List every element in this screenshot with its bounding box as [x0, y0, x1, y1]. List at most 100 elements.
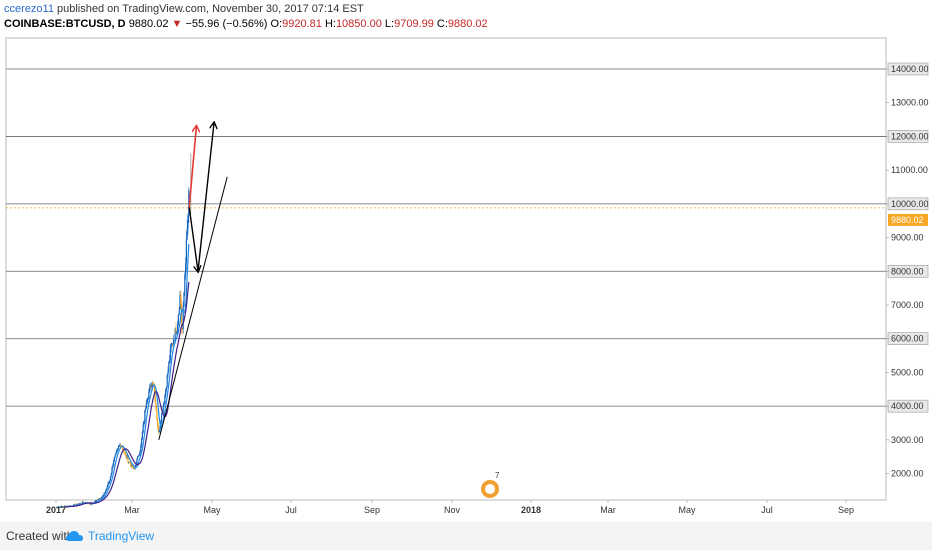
candle	[129, 461, 131, 464]
candle	[128, 461, 130, 464]
black-arrow-1[interactable]	[188, 207, 198, 271]
candle	[161, 412, 163, 424]
candle-body	[169, 359, 171, 363]
candle-body	[58, 507, 60, 508]
candle-body	[117, 448, 119, 451]
candle-body	[110, 473, 112, 478]
candle	[169, 343, 171, 364]
current-price-tag	[888, 213, 928, 226]
symbol-label: COINBASE:BTCUSD, D	[4, 18, 126, 30]
candle-body	[180, 294, 182, 305]
candle-body	[138, 454, 140, 456]
close-label: C:	[436, 18, 448, 30]
candle-body	[106, 486, 108, 489]
candle	[170, 342, 172, 353]
candle-body	[164, 396, 166, 404]
candle-body	[161, 413, 163, 423]
candle	[176, 331, 178, 336]
open-label: O:	[270, 18, 283, 30]
candle-body	[109, 480, 111, 483]
candle-body	[159, 425, 161, 431]
candle-body	[175, 328, 177, 335]
candle	[139, 449, 141, 456]
y-tick-label: 6000.00	[891, 334, 924, 344]
candle	[178, 306, 180, 316]
candle	[137, 455, 139, 457]
candle-body	[169, 347, 171, 360]
candle	[98, 497, 100, 500]
candle	[130, 464, 132, 469]
price-chart[interactable]: 2000.00 3000.00 4000.00 5000.00 6000.00 7000.…	[0, 32, 932, 520]
candle-body	[116, 450, 118, 453]
x-tick-label: Jul	[285, 505, 297, 515]
candle	[175, 322, 177, 335]
candle	[143, 420, 145, 427]
candle	[163, 400, 165, 408]
candle	[149, 384, 151, 393]
candle	[185, 231, 187, 272]
candle	[133, 467, 135, 470]
candle-body	[150, 384, 152, 388]
x-tick-label: Nov	[444, 505, 461, 515]
candle	[145, 399, 147, 409]
candle-body	[133, 468, 135, 469]
author-link[interactable]: ccerezo11	[4, 3, 54, 15]
candle-body	[102, 495, 104, 497]
candle-body	[111, 467, 113, 474]
open-value: 9920.81	[282, 18, 322, 30]
candle-body	[158, 430, 160, 432]
candle	[142, 421, 144, 434]
candle-body	[139, 450, 141, 455]
candle-body	[155, 402, 157, 410]
candle	[146, 397, 148, 405]
candle-body	[171, 343, 173, 346]
trend-line[interactable]	[158, 176, 228, 440]
red-arrow[interactable]	[188, 126, 196, 208]
candle	[94, 500, 96, 503]
candle	[112, 463, 114, 470]
y-tick-label: 5000.00	[891, 367, 924, 377]
candle	[126, 454, 128, 459]
y-tick-label: 12000.00	[891, 131, 929, 141]
low-label: L:	[384, 18, 395, 30]
candle-body	[177, 314, 179, 325]
candle	[141, 430, 143, 440]
candle-body	[100, 498, 102, 500]
black-arrow-2[interactable]	[197, 123, 214, 272]
high-label: H:	[324, 18, 336, 30]
candle-body	[147, 398, 149, 401]
candle	[115, 451, 117, 456]
candle	[147, 397, 149, 404]
candle-body	[185, 238, 187, 264]
x-tick-label: 2018	[521, 505, 541, 515]
tradingview-link[interactable]: TradingView	[88, 529, 155, 543]
candle-body	[162, 405, 164, 413]
candle-body	[152, 382, 154, 384]
candle-body	[163, 403, 165, 406]
candle-body	[97, 499, 99, 501]
candle	[141, 437, 143, 449]
candle	[174, 327, 176, 342]
candle-body	[140, 445, 142, 451]
candle-body	[130, 464, 132, 468]
candle	[173, 339, 175, 341]
candle	[113, 456, 115, 463]
candle-body	[183, 292, 185, 307]
candle	[107, 481, 109, 488]
candle-body	[168, 362, 170, 372]
candle	[108, 480, 110, 485]
x-tick-label: 2017	[46, 505, 66, 515]
y-tick-label: 13000.00	[891, 98, 929, 108]
candle-body	[57, 507, 59, 508]
candle-body	[153, 383, 155, 386]
y-tick-label: 11000.00	[891, 165, 928, 175]
candle	[155, 399, 157, 411]
candle-body	[151, 382, 153, 388]
candle-body	[89, 503, 91, 505]
candle	[167, 366, 169, 379]
event-badge-icon[interactable]: 7	[481, 471, 500, 498]
plot-area[interactable]	[5, 37, 887, 501]
candle	[109, 480, 111, 485]
candle	[168, 361, 170, 373]
candle-body	[137, 456, 139, 460]
